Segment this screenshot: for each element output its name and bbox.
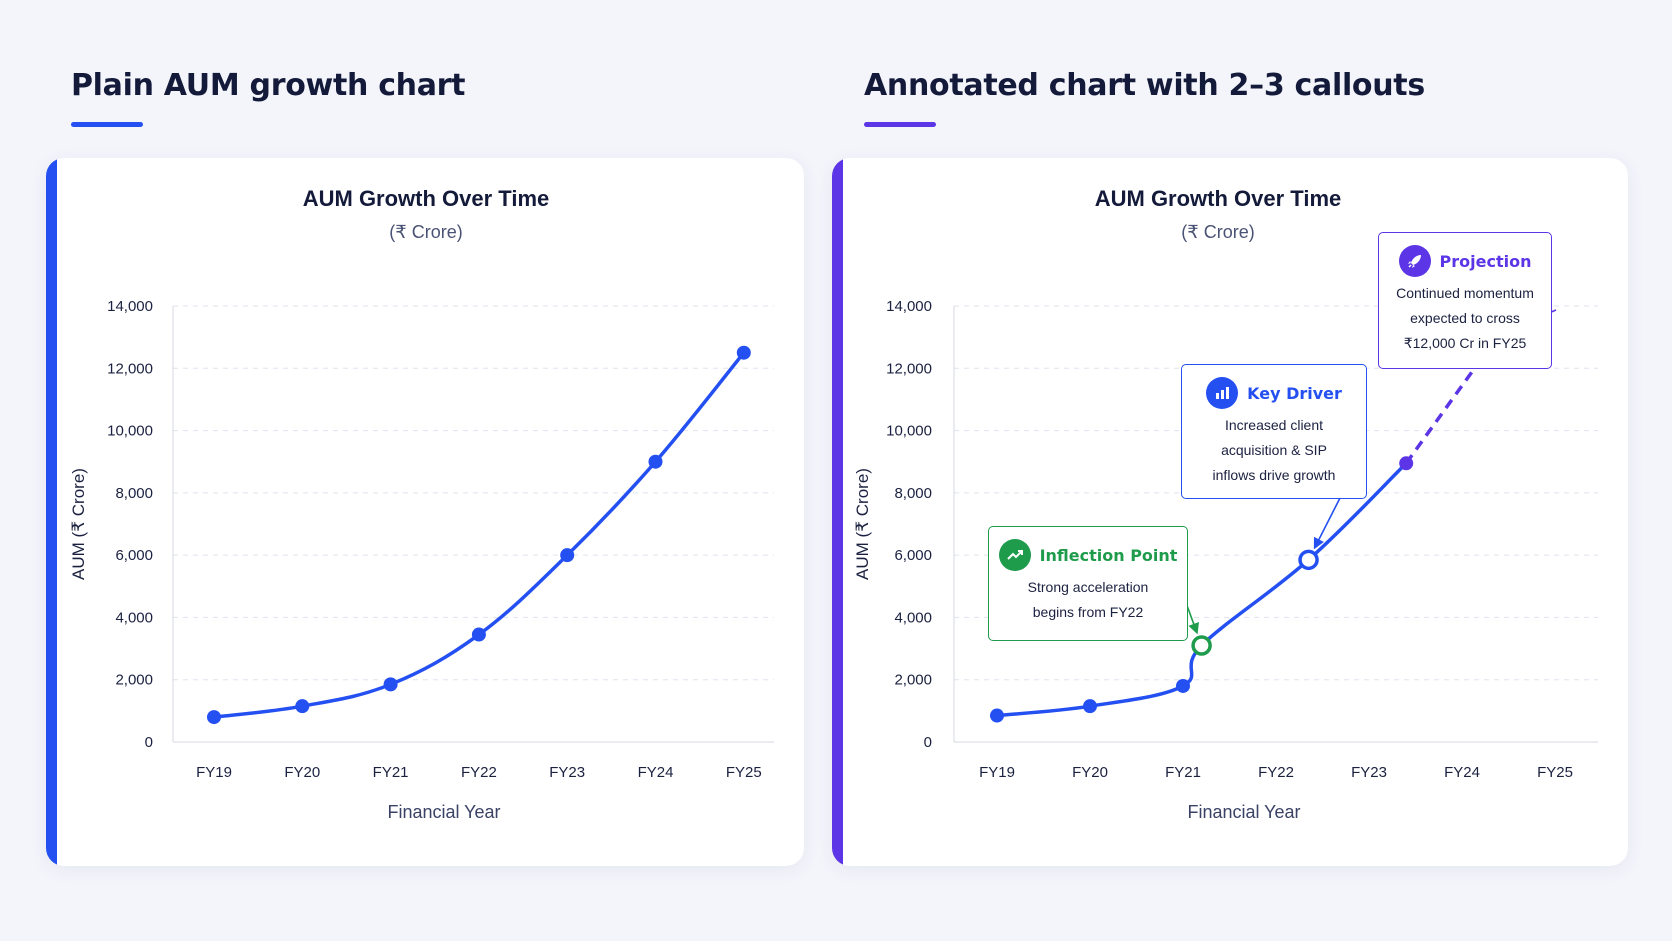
callout-projection: Projection Continued momentum expected t… — [1378, 232, 1552, 369]
x-axis-title: Financial Year — [1187, 802, 1300, 822]
data-point — [648, 454, 663, 469]
callout-line: Continued momentum — [1396, 285, 1534, 301]
callout-inflection-point: Inflection Point Strong acceleration beg… — [988, 526, 1188, 641]
data-point — [207, 710, 221, 725]
highlighted-data-point — [1191, 635, 1212, 656]
callout-line: inflows drive growth — [1212, 467, 1336, 483]
aum-series-line — [213, 351, 746, 719]
x-tick-label: FY19 — [979, 764, 1015, 781]
data-point — [383, 677, 398, 692]
x-tick-label: FY22 — [461, 764, 497, 781]
annotated-chart-card: AUM Growth Over Time (₹ Crore) 0 2,000 4,000… — [832, 158, 1628, 866]
callout-title: Projection — [1439, 251, 1532, 271]
card-accent-bar — [832, 158, 843, 866]
trend-up-icon — [998, 539, 1031, 571]
x-tick-label: FY21 — [1165, 764, 1201, 781]
y-tick-label: 0 — [145, 734, 153, 751]
x-tick-label: FY23 — [1351, 764, 1387, 781]
y-tick-label: 8,000 — [115, 485, 153, 502]
plain-aum-chart: AUM Growth Over Time (₹ Crore) 0 2,000 4,000… — [69, 186, 774, 822]
right-section-title: Annotated chart with 2–3 callouts — [864, 68, 1425, 103]
y-tick-label: 2,000 — [115, 672, 153, 689]
y-axis-title: AUM (₹ Crore) — [853, 468, 872, 580]
callout-title: Key Driver — [1247, 383, 1342, 403]
x-tick-label: FY25 — [726, 764, 762, 781]
x-tick-label: FY19 — [196, 764, 232, 781]
y-tick-label: 14,000 — [886, 298, 932, 315]
callout-line: ₹12,000 Cr in FY25 — [1403, 335, 1527, 351]
y-tick-label: 2,000 — [894, 672, 932, 689]
chart-title: AUM Growth Over Time — [1095, 186, 1342, 211]
callout-arrow — [1313, 497, 1341, 550]
y-tick-label: 12,000 — [886, 360, 932, 377]
x-tick-label: FY20 — [1072, 764, 1108, 781]
y-tick-label: 4,000 — [894, 609, 932, 626]
highlighted-data-point — [1298, 549, 1319, 571]
y-tick-label: 0 — [924, 734, 932, 751]
callout-line: begins from FY22 — [1032, 604, 1144, 620]
chart-title: AUM Growth Over Time — [303, 186, 550, 211]
callout-line: acquisition & SIP — [1221, 442, 1327, 458]
left-title-underline — [71, 122, 143, 127]
data-point — [1399, 456, 1414, 471]
x-tick-label: FY22 — [1258, 764, 1294, 781]
right-title-underline — [864, 122, 936, 127]
y-tick-label: 10,000 — [886, 423, 932, 440]
data-point — [1083, 699, 1097, 714]
x-tick-label: FY21 — [373, 764, 409, 781]
x-axis-title: Financial Year — [387, 802, 500, 822]
data-point — [1176, 678, 1190, 693]
y-tick-label: 14,000 — [107, 298, 153, 315]
projection-line — [1404, 333, 1501, 465]
data-point — [736, 345, 751, 360]
x-tick-label: FY20 — [284, 764, 320, 781]
callout-line: expected to cross — [1410, 310, 1520, 326]
y-tick-label: 12,000 — [107, 360, 153, 377]
data-point — [990, 708, 1004, 723]
card-accent-bar — [46, 158, 57, 866]
x-tick-label: FY23 — [549, 764, 585, 781]
data-point — [560, 548, 575, 563]
data-point — [471, 627, 486, 642]
chart-subtitle: (₹ Crore) — [1181, 222, 1254, 242]
y-tick-label: 6,000 — [894, 547, 932, 564]
callout-key-driver: Key Driver Increased client acquisition … — [1181, 364, 1367, 499]
left-section-title: Plain AUM growth chart — [71, 68, 466, 103]
y-tick-label: 10,000 — [107, 423, 153, 440]
callout-line: Strong acceleration — [1027, 579, 1149, 595]
callout-title: Inflection Point — [1039, 545, 1178, 565]
y-tick-label: 6,000 — [115, 547, 153, 564]
y-axis-title: AUM (₹ Crore) — [69, 468, 88, 580]
x-tick-label: FY25 — [1537, 764, 1573, 781]
bar-chart-icon — [1206, 377, 1239, 409]
plain-chart-card: AUM Growth Over Time (₹ Crore) 0 2,000 4,000… — [46, 158, 804, 866]
x-tick-label: FY24 — [638, 764, 674, 781]
data-point — [295, 699, 310, 714]
y-tick-label: 4,000 — [115, 609, 153, 626]
x-tick-label: FY24 — [1444, 764, 1480, 781]
rocket-icon — [1398, 245, 1431, 277]
y-tick-label: 8,000 — [894, 485, 932, 502]
callout-line: Increased client — [1224, 417, 1324, 433]
chart-subtitle: (₹ Crore) — [389, 222, 462, 242]
